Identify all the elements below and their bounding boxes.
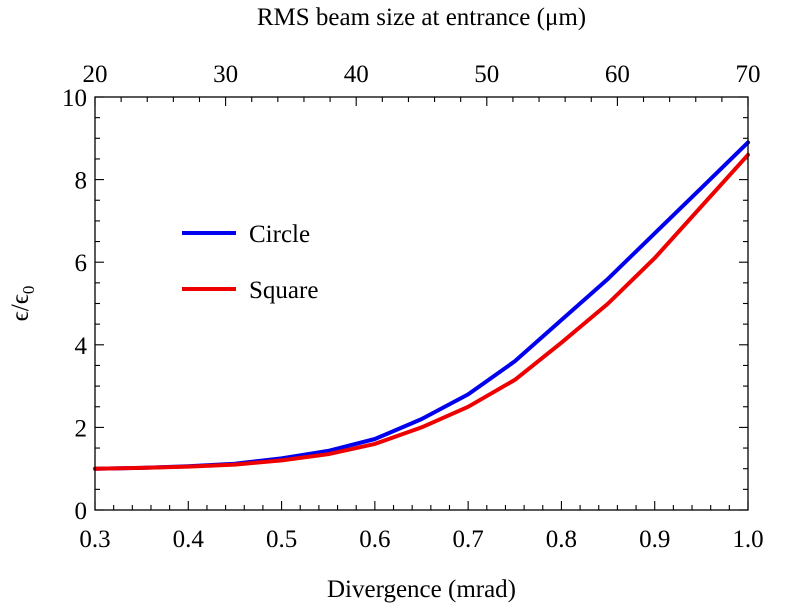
- x-tick-label: 0.4: [173, 526, 205, 553]
- x-tick-label: 1.0: [732, 526, 763, 553]
- x-axis-title: Divergence (mrad): [327, 576, 516, 603]
- y-tick-label: 10: [62, 85, 87, 112]
- x-tick-label: 0.8: [546, 526, 577, 553]
- ticks-group: [94, 96, 749, 511]
- x-tick-label: 0.3: [79, 526, 110, 553]
- series-line-square: [93, 152, 750, 471]
- y-tick-label: 8: [75, 168, 88, 195]
- y-tick-label: 4: [75, 333, 88, 360]
- y-tick-label: 0: [75, 498, 88, 525]
- y-axis-title: ϵ/ϵ0: [7, 286, 38, 322]
- y-tick-label: 2: [75, 415, 88, 442]
- top-x-tick-label: 30: [213, 61, 238, 88]
- top-x-tick-label: 70: [736, 61, 761, 88]
- top-x-tick-label: 60: [605, 61, 630, 88]
- series-group: [93, 140, 750, 471]
- y-axis-title-subscript: 0: [19, 286, 38, 295]
- x-tick-label: 0.7: [453, 526, 484, 553]
- x-tick-label: 0.9: [639, 526, 670, 553]
- plot-frame: [94, 96, 749, 511]
- y-axis-title-main: ϵ/ϵ: [7, 294, 34, 321]
- legend-label-square: Square: [249, 277, 318, 304]
- top-x-axis-title: RMS beam size at entrance (μm): [257, 4, 586, 31]
- top-x-tick-label: 50: [474, 61, 499, 88]
- top-x-tick-label: 20: [83, 61, 108, 88]
- legend-label-circle: Circle: [249, 221, 310, 248]
- legend: Circle Square: [182, 221, 318, 304]
- x-tick-label: 0.6: [359, 526, 390, 553]
- series-line-circle: [93, 140, 750, 471]
- top-x-tick-label: 40: [344, 61, 369, 88]
- y-tick-label: 6: [75, 250, 88, 277]
- x-tick-label: 0.5: [266, 526, 297, 553]
